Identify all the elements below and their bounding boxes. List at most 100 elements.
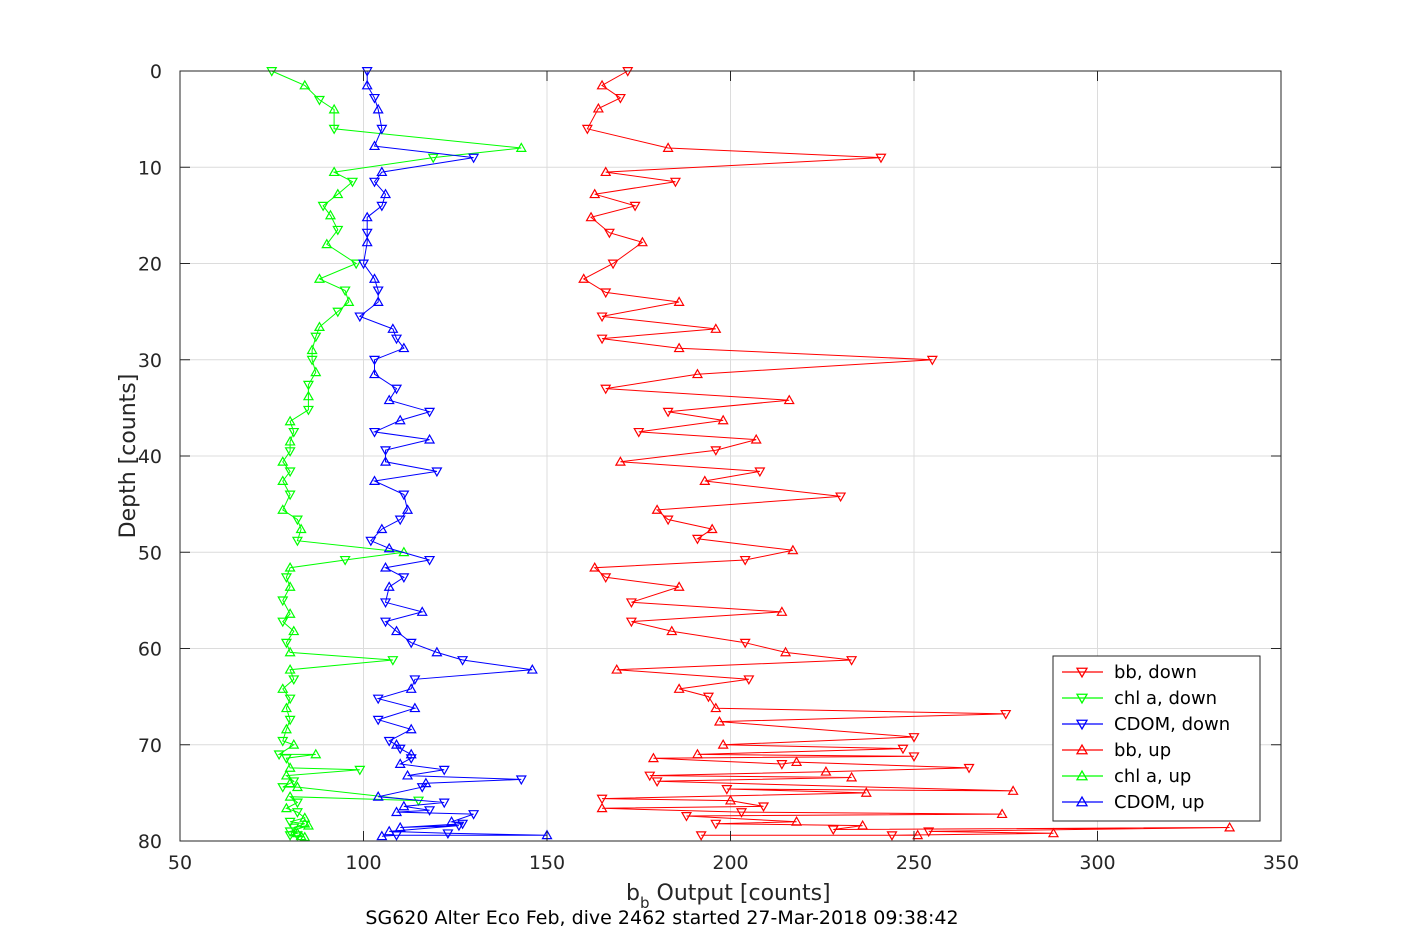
data-point: [299, 79, 311, 90]
data-point: [383, 581, 395, 591]
data-point: [332, 307, 344, 318]
data-point: [515, 142, 527, 152]
data-point: [589, 188, 601, 199]
data-point: [368, 177, 381, 188]
data-point: [376, 201, 388, 212]
data-point: [526, 663, 538, 674]
legend-label: bb, down: [1114, 662, 1197, 683]
data-point: [625, 598, 637, 609]
data-point: [291, 808, 303, 818]
data-point: [600, 384, 612, 395]
data-point: [368, 140, 381, 151]
legend-entry: bb, down: [1062, 662, 1197, 683]
data-point: [383, 542, 395, 553]
data-point: [280, 769, 292, 780]
data-point: [284, 581, 296, 591]
data-point: [1000, 709, 1012, 720]
legend-label: chl a, down: [1114, 688, 1217, 709]
legend-entry: bb, up: [1062, 740, 1171, 761]
data-point: [372, 791, 384, 801]
data-point: [302, 819, 314, 830]
data-point: [310, 366, 322, 377]
data-point: [743, 675, 755, 686]
data-point: [717, 414, 729, 425]
data-point: [886, 831, 898, 841]
data-point: [424, 555, 436, 566]
data-point: [695, 831, 707, 841]
data-point: [636, 236, 648, 247]
data-point: [365, 536, 377, 547]
data-point: [379, 188, 392, 199]
data-point: [295, 523, 307, 534]
data-point: [302, 380, 314, 391]
data-point: [446, 816, 458, 826]
data-point: [827, 825, 839, 836]
data-point: [280, 702, 292, 713]
data-point: [438, 798, 450, 809]
data-point: [596, 79, 608, 90]
legend-marker: [1075, 743, 1089, 755]
data-point: [750, 433, 762, 444]
data-point: [427, 153, 439, 164]
data-point: [277, 736, 289, 747]
data-point: [277, 456, 289, 466]
data-point: [424, 407, 436, 418]
data-point: [611, 663, 623, 674]
data-point: [776, 606, 788, 616]
data-point: [354, 312, 366, 323]
data-point: [394, 758, 406, 768]
legend-marker: [1075, 795, 1089, 807]
data-point: [299, 812, 311, 822]
data-point: [416, 606, 428, 616]
data-point: [280, 754, 292, 764]
data-point: [996, 808, 1008, 819]
data-point: [1007, 785, 1019, 795]
data-point: [350, 259, 362, 270]
data-point: [291, 831, 303, 841]
data-point: [754, 467, 766, 478]
data-point: [669, 177, 681, 188]
data-point: [592, 102, 604, 113]
y-tick-label: 10: [138, 157, 162, 179]
data-point: [820, 765, 832, 776]
data-point: [713, 715, 726, 726]
data-point: [368, 355, 381, 366]
data-point: [405, 638, 417, 649]
data-point: [710, 446, 722, 456]
data-point: [757, 802, 770, 813]
data-point: [284, 490, 296, 501]
data-point: [346, 177, 359, 188]
data-point: [390, 831, 403, 841]
data-point: [787, 544, 799, 555]
data-point: [368, 475, 381, 485]
data-point: [284, 715, 296, 726]
data-point: [288, 739, 300, 749]
data-point: [306, 344, 318, 355]
data-point: [585, 211, 597, 222]
legend-marker: [1075, 693, 1089, 705]
data-point: [673, 342, 685, 353]
data-point: [453, 821, 465, 832]
data-point: [379, 561, 392, 572]
data-point: [324, 209, 337, 220]
data-point: [379, 456, 392, 466]
data-point: [596, 334, 608, 345]
data-point: [846, 656, 858, 666]
data-point: [783, 394, 795, 405]
data-point: [596, 312, 608, 323]
data-point: [376, 523, 388, 534]
y-tick-label: 70: [138, 735, 162, 757]
data-point: [394, 821, 406, 832]
data-point: [361, 211, 373, 222]
y-tick-label: 20: [138, 254, 162, 276]
data-point: [368, 93, 381, 104]
data-point: [376, 830, 388, 841]
y-axis: 0 10 20 30 40 50 60 70 80: [138, 61, 1281, 853]
data-point: [354, 765, 366, 776]
data-point: [409, 702, 421, 713]
data-point: [277, 617, 289, 628]
data-point: [739, 555, 751, 566]
data-point: [596, 794, 608, 805]
data-point: [908, 752, 920, 763]
